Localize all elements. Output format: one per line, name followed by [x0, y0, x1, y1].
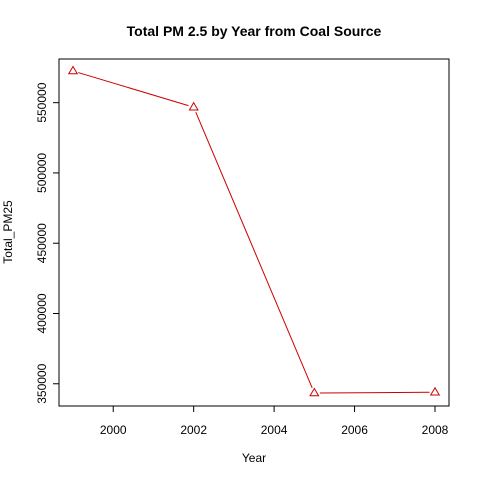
- series-line-segment: [78, 72, 189, 107]
- data-point-marker: [309, 387, 320, 397]
- chart-title: Total PM 2.5 by Year from Coal Source: [127, 23, 382, 39]
- x-tick-label: 2004: [261, 423, 288, 437]
- y-tick-label: 450000: [35, 223, 49, 263]
- y-tick-label: 550000: [35, 82, 49, 122]
- x-tick-label: 2008: [422, 423, 449, 437]
- y-axis-ticks: 350000 400000 450000 500000 550000: [35, 82, 59, 404]
- y-tick-label: 500000: [35, 153, 49, 193]
- data-point-marker: [429, 386, 441, 396]
- data-series: [67, 65, 441, 397]
- series-line-segment: [319, 391, 430, 394]
- x-tick-label: 2000: [100, 423, 127, 437]
- data-point-marker: [67, 65, 79, 75]
- data-point-marker: [188, 101, 199, 111]
- y-tick-label: 350000: [35, 363, 49, 403]
- y-axis-label: Total_PM25: [1, 200, 15, 264]
- x-axis-ticks: 2000 2002 2004 2006 2008: [100, 406, 449, 437]
- x-tick-label: 2002: [180, 423, 207, 437]
- series-line-segment: [195, 112, 313, 389]
- x-tick-label: 2006: [341, 423, 368, 437]
- plot-frame: [58, 58, 450, 407]
- x-axis-label: Year: [242, 451, 266, 465]
- y-tick-label: 400000: [35, 293, 49, 333]
